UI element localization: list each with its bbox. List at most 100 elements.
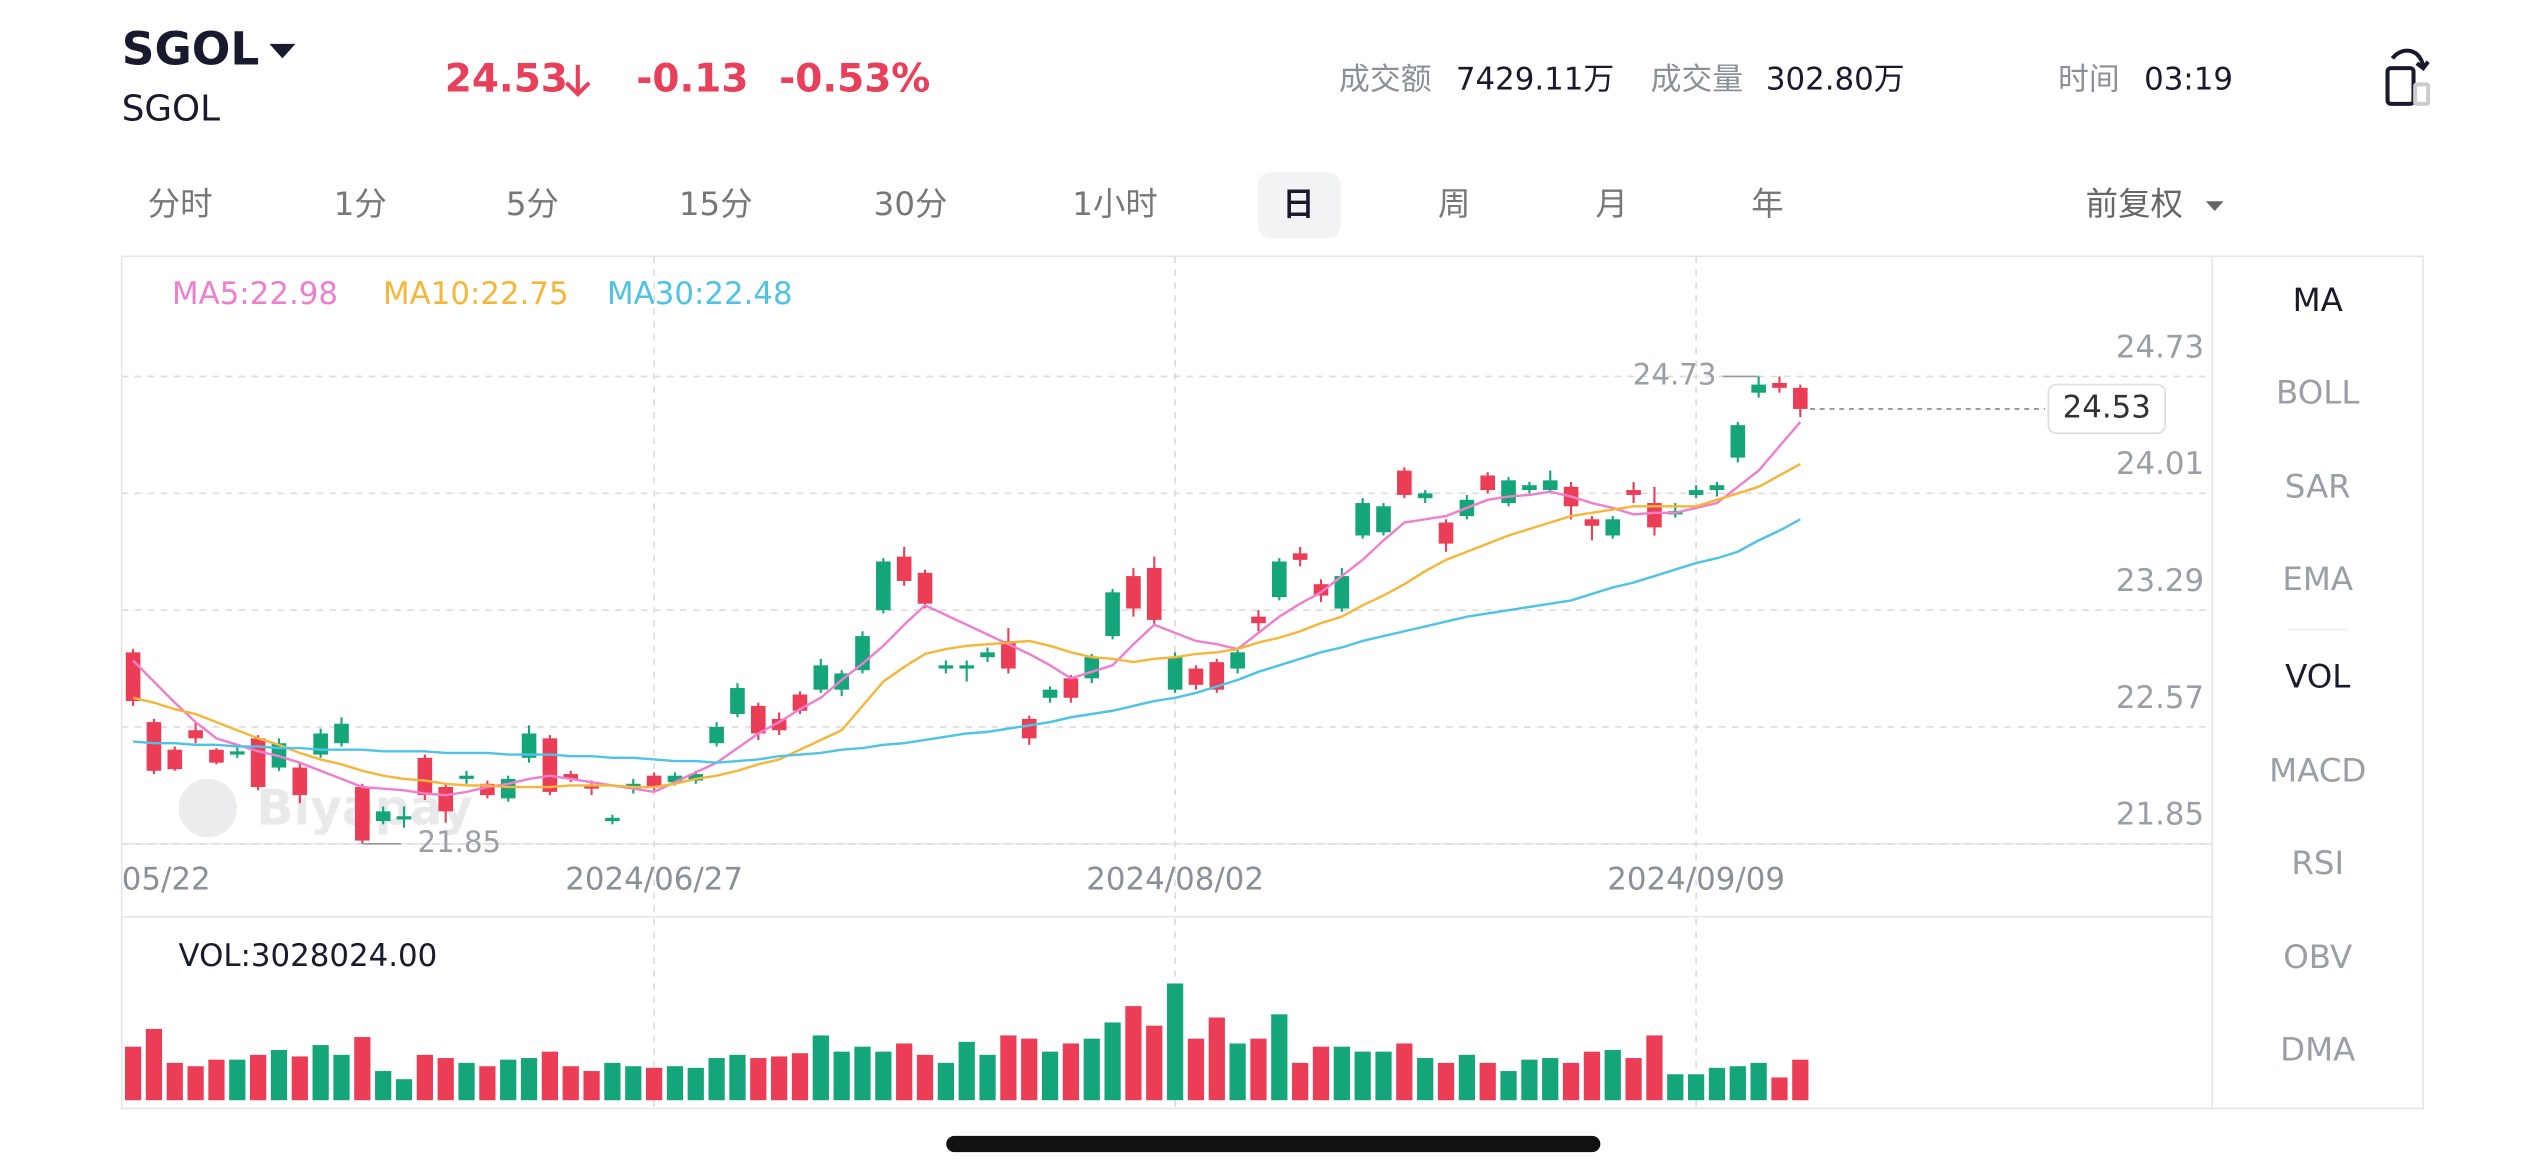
candle-body <box>584 785 599 789</box>
candle-body <box>896 556 912 581</box>
volume-bar <box>1041 1051 1059 1101</box>
indicator-tab[interactable]: RSI <box>2291 844 2344 882</box>
volume-bar <box>937 1062 954 1101</box>
volume-title: VOL:3028024.00 <box>179 938 438 974</box>
y-tick-label: 24.73 <box>2116 329 2204 365</box>
volume-bar <box>395 1079 413 1101</box>
volume-bar <box>1333 1046 1350 1101</box>
candle-body <box>750 705 766 734</box>
candle-body <box>1522 485 1537 491</box>
indicator-tab[interactable]: MACD <box>2269 751 2366 789</box>
volume-bar <box>541 1051 559 1101</box>
volume-bar <box>1375 1051 1392 1101</box>
indicator-tab[interactable]: EMA <box>2282 560 2353 598</box>
volume-bar <box>1187 1038 1205 1101</box>
volume-bar <box>1312 1046 1330 1101</box>
period-tab[interactable]: 年 <box>1751 185 1783 223</box>
stat-value: 302.80万 <box>1766 62 1905 98</box>
candle-body <box>1251 616 1266 624</box>
candle-body <box>1209 662 1225 690</box>
candle-body <box>209 749 224 763</box>
price-change-pct: -0.53% <box>779 57 930 102</box>
indicator-tab[interactable]: MA <box>2293 281 2343 319</box>
candle-body <box>563 774 579 779</box>
volume-bar <box>854 1046 871 1101</box>
volume-bar <box>1542 1058 1559 1101</box>
down-arrow <box>565 64 591 97</box>
ma-legend: MA5:22.98 <box>172 276 338 312</box>
candle-body <box>188 730 203 739</box>
volume-bar <box>562 1066 579 1101</box>
volume-bar <box>1292 1062 1309 1101</box>
volume-bar <box>1000 1035 1017 1101</box>
candle-body <box>1688 490 1704 495</box>
x-tick-label: 05/22 <box>122 862 211 898</box>
volume-bar <box>1667 1074 1684 1101</box>
volume-bar <box>1792 1059 1809 1101</box>
symbol-dropdown[interactable] <box>269 43 296 59</box>
watermark-logo <box>178 778 237 838</box>
period-tab[interactable]: 日 <box>1282 185 1314 223</box>
candle-body <box>938 665 954 669</box>
candle-body <box>1084 657 1100 679</box>
candle-body <box>1501 480 1516 504</box>
candle-body <box>1334 576 1350 609</box>
adjust-select[interactable]: 前复权 <box>2086 185 2183 223</box>
candle-body <box>1626 490 1641 495</box>
period-tab[interactable]: 5分 <box>506 185 559 223</box>
candle-body <box>542 738 558 792</box>
volume-bar <box>625 1066 642 1101</box>
indicator-tab[interactable]: DMA <box>2280 1031 2355 1069</box>
candle-body <box>1417 493 1433 499</box>
volume-bar <box>812 1035 829 1101</box>
y-tick-label: 23.29 <box>2116 563 2204 599</box>
period-tab[interactable]: 周 <box>1438 185 1470 223</box>
candle-body <box>1230 652 1245 669</box>
volume-bar <box>645 1067 663 1101</box>
volume-bar <box>1083 1038 1100 1101</box>
volume-bar <box>896 1043 913 1101</box>
indicator-tab[interactable]: SAR <box>2285 467 2351 505</box>
volume-bar <box>1708 1067 1726 1101</box>
volume-bar <box>1562 1062 1580 1101</box>
volume-bar <box>208 1059 225 1101</box>
home-indicator <box>946 1135 1601 1153</box>
candle-body <box>1167 657 1183 690</box>
x-tick-label: 2024/09/09 <box>1607 862 1785 898</box>
candle-body <box>292 767 308 796</box>
candle-body <box>438 787 454 812</box>
stat-label: 成交额 <box>1339 62 1432 98</box>
volume-bar <box>1250 1038 1267 1101</box>
period-tab[interactable]: 月 <box>1595 185 1627 223</box>
indicator-tab[interactable]: BOLL <box>2276 373 2359 411</box>
period-tab[interactable]: 15分 <box>679 185 753 223</box>
period-tab[interactable]: 30分 <box>874 185 948 223</box>
volume-bar <box>1166 983 1184 1101</box>
adjust-dropdown[interactable] <box>2205 201 2224 211</box>
period-tab[interactable]: 1小时 <box>1072 185 1158 223</box>
volume-bar <box>1583 1051 1601 1101</box>
stat-label: 成交量 <box>1651 62 1744 98</box>
volume-bar <box>1021 1038 1038 1101</box>
candle-body <box>1730 425 1746 458</box>
candle-body <box>813 665 829 690</box>
y-tick-label: 24.01 <box>2116 446 2204 482</box>
volume-bar <box>458 1062 475 1101</box>
ma-line <box>132 463 1801 789</box>
volume-bar <box>437 1058 454 1101</box>
indicator-tab[interactable]: VOL <box>2285 657 2350 695</box>
rotate-icon[interactable] <box>2385 48 2431 106</box>
stat-value: 7429.11万 <box>1456 62 1614 98</box>
candle-body <box>459 775 474 779</box>
symbol[interactable]: SGOL <box>122 22 260 75</box>
volume-bar <box>1229 1043 1246 1101</box>
period-tab[interactable]: 分时 <box>148 185 213 223</box>
period-tab[interactable]: 1分 <box>334 185 387 223</box>
volume-bar <box>1604 1050 1621 1101</box>
candle-body <box>876 561 891 611</box>
candle-body <box>1126 576 1141 609</box>
candle-body <box>688 774 704 781</box>
indicator-tab[interactable]: OBV <box>2283 938 2352 976</box>
price-change: -0.13 <box>636 57 748 102</box>
